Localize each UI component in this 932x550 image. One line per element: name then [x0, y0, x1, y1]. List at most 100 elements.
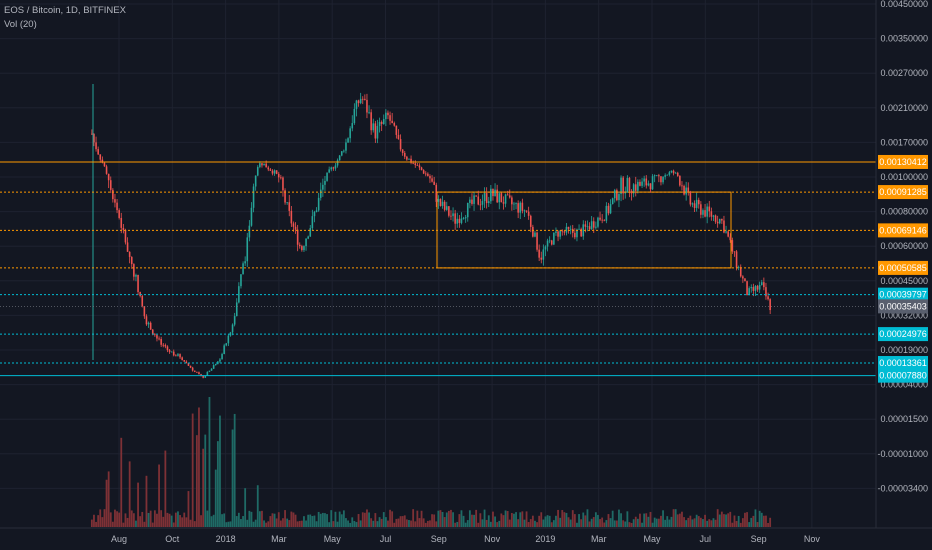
candle-body: [737, 267, 740, 268]
candle-body: [622, 177, 624, 194]
candle-body: [374, 123, 377, 139]
candle-body: [151, 329, 154, 335]
candle-body: [399, 139, 402, 150]
volume-bar: [116, 511, 118, 527]
candle-body: [710, 211, 713, 217]
volume-bar: [368, 512, 370, 527]
level-price-tag: 0.00050585: [879, 263, 927, 273]
volume-bar: [158, 464, 160, 527]
candle-body: [351, 123, 354, 129]
volume-bar: [515, 512, 517, 527]
candle-body: [410, 158, 412, 163]
volume-bar: [561, 510, 564, 527]
volume-bar: [382, 512, 385, 527]
volume-bar: [429, 520, 431, 527]
candle-body: [284, 190, 286, 203]
volume-bar: [555, 515, 557, 527]
volume-bar: [714, 519, 717, 527]
candle-body: [683, 185, 685, 195]
candle-body: [645, 178, 648, 186]
volume-bar: [494, 516, 496, 527]
candle-body: [185, 361, 188, 364]
candle-body: [101, 159, 104, 163]
candle-body: [739, 267, 742, 277]
volume-bar: [664, 519, 667, 527]
y-tick-label: -0.00001000: [877, 449, 928, 459]
volume-bar: [639, 513, 641, 527]
volume-bar: [166, 512, 169, 527]
candle-body: [580, 228, 582, 237]
volume-bar: [149, 510, 152, 527]
volume-bar: [263, 520, 265, 527]
symbol-title[interactable]: EOS / Bitcoin, 1D, BITFINEX: [4, 5, 126, 16]
candle-body: [760, 282, 763, 285]
candle-body: [305, 238, 307, 247]
candle-body: [439, 198, 442, 206]
volume-bar: [233, 413, 236, 527]
candle-body: [210, 368, 213, 371]
candle-body: [164, 345, 167, 347]
candle-body: [584, 224, 587, 227]
volume-bar: [101, 517, 104, 527]
candle-body: [227, 335, 230, 344]
candle-body: [529, 215, 532, 227]
candle-body: [124, 230, 127, 243]
candle-body: [114, 199, 116, 203]
candle-body: [641, 181, 643, 186]
volume-bar: [576, 522, 578, 527]
candle-body: [475, 195, 477, 197]
candle-body: [364, 98, 366, 100]
candle-body: [275, 170, 278, 174]
volume-bar: [191, 413, 194, 527]
candle-body: [588, 226, 591, 230]
candle-body: [508, 195, 511, 198]
time-axis[interactable]: Aug Oct 2018 Mar May Jul Sep Nov 2019 Mar May Jul Se…: [111, 534, 820, 544]
volume-bar: [674, 509, 677, 527]
volume-bar: [767, 522, 769, 527]
volume-bar: [143, 521, 146, 527]
candle-body: [292, 223, 295, 227]
volume-bar: [174, 512, 177, 527]
candle-body: [315, 210, 318, 212]
candle-body: [515, 203, 517, 204]
volume-bar: [769, 517, 772, 527]
candle-body: [254, 175, 257, 187]
candle-body: [223, 345, 225, 354]
candle-body: [744, 278, 746, 282]
volume-indicator-label[interactable]: Vol (20): [4, 19, 37, 30]
volume-bar: [292, 512, 295, 527]
y-tick-label: 0.00170000: [880, 137, 928, 147]
x-tick-label: May: [643, 534, 661, 544]
volume-bar: [296, 521, 299, 527]
price-axis[interactable]: 0.00450000 0.00350000 0.00270000 0.00210000…: [877, 0, 928, 493]
volume-bar: [513, 513, 515, 527]
candle-body: [613, 190, 616, 199]
volume-bar: [443, 517, 446, 527]
volume-bar: [256, 485, 259, 527]
volume-bar: [401, 516, 404, 527]
candle-body: [179, 354, 181, 358]
volume-bar: [244, 488, 247, 527]
volume-bar: [647, 516, 650, 527]
volume-bar: [221, 514, 223, 527]
candle-body: [603, 220, 606, 222]
y-tick-label: 0.00032000: [880, 310, 928, 320]
candle-body: [639, 181, 641, 186]
candle-body: [624, 192, 627, 194]
candle-body: [382, 119, 385, 124]
volume-bar: [240, 519, 242, 527]
volume-bar: [359, 520, 362, 527]
candle-body: [729, 236, 732, 241]
horizontal-levels[interactable]: [0, 161, 876, 377]
candle-body: [246, 237, 249, 262]
candle-body: [441, 201, 444, 206]
volume-bar: [660, 515, 662, 527]
candle-body: [277, 173, 280, 178]
candle-body: [500, 193, 503, 203]
candle-body: [607, 205, 610, 214]
candle-body: [147, 322, 150, 325]
candle-body: [626, 177, 629, 193]
volume-bar: [542, 519, 545, 527]
volume-bar: [351, 517, 354, 527]
